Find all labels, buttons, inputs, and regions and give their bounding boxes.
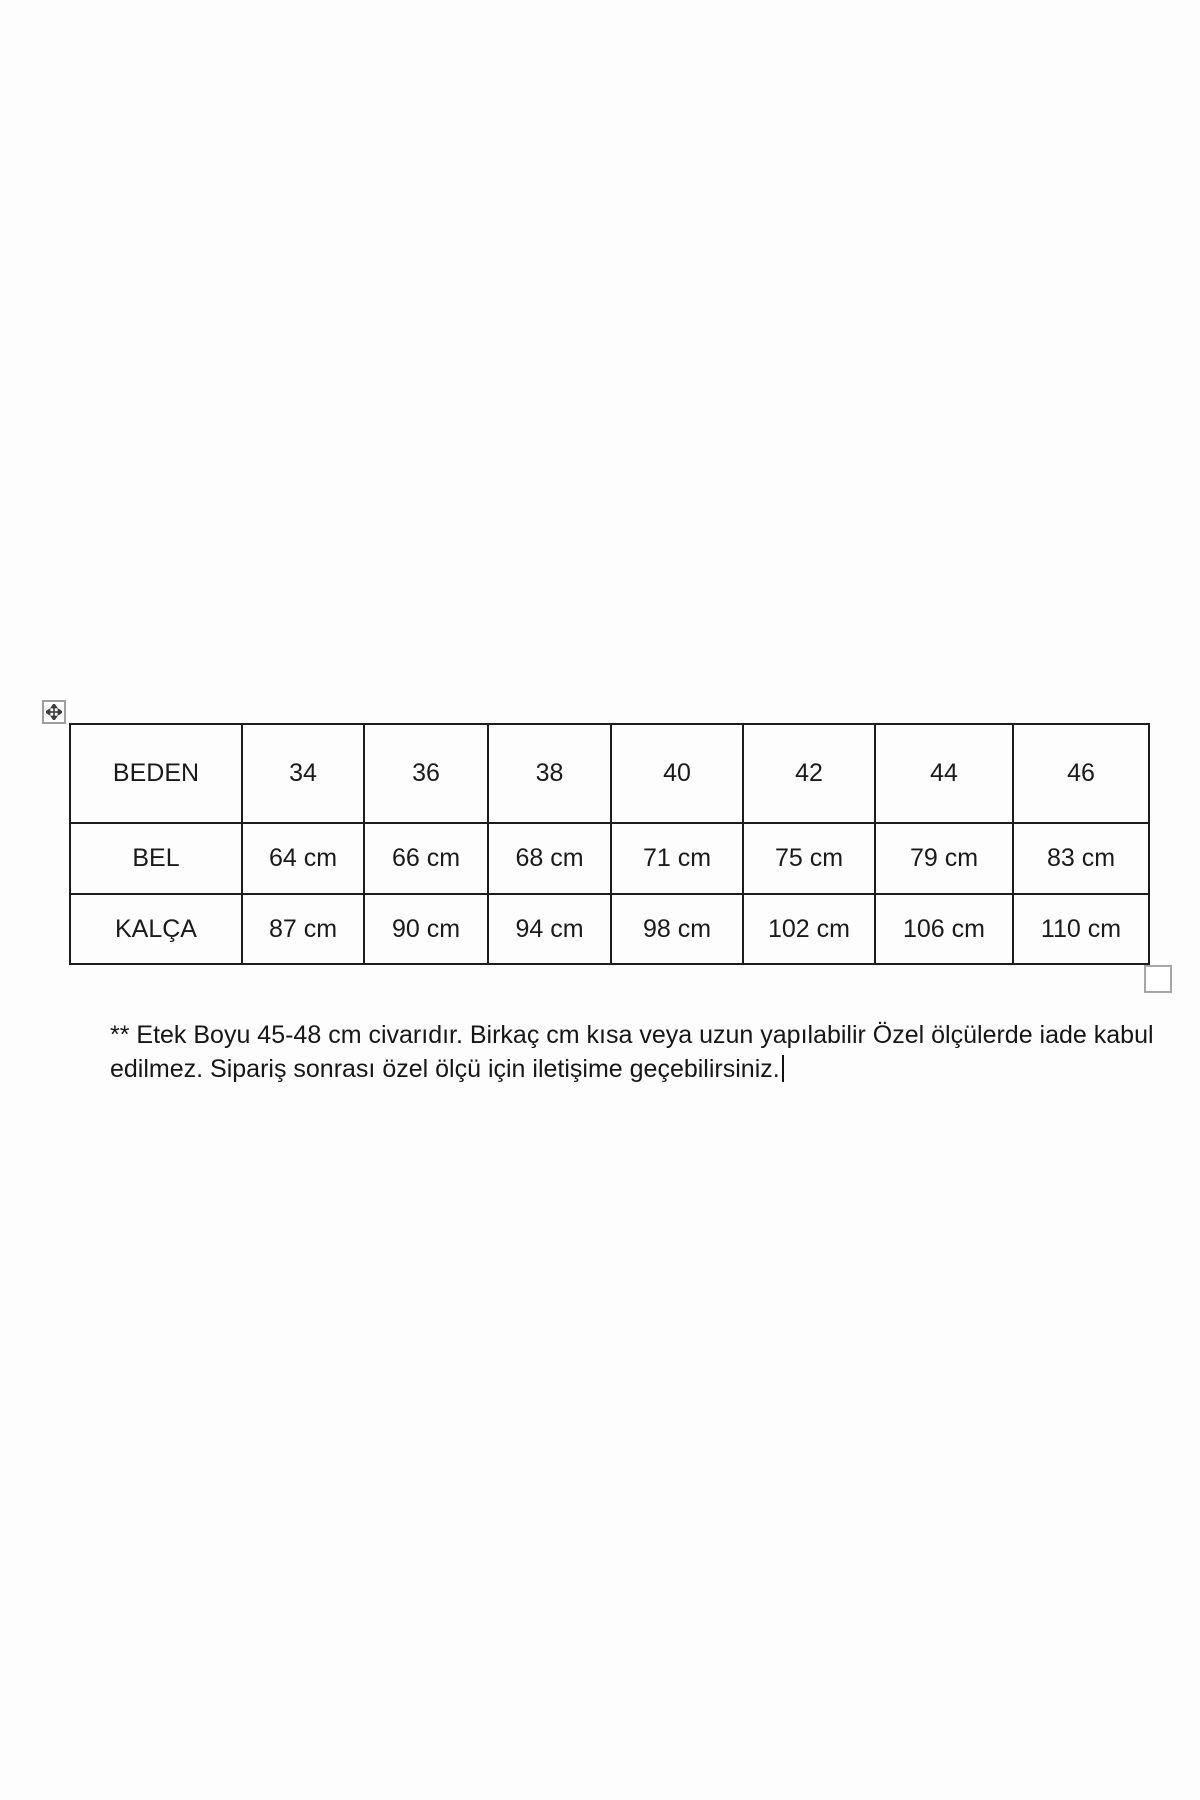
measurement-cell[interactable]: 90 cm (363, 893, 489, 965)
measurement-cell[interactable]: 64 cm (241, 822, 365, 895)
size-cell[interactable]: 36 (363, 723, 489, 824)
measurement-cell[interactable]: 106 cm (874, 893, 1014, 965)
table-move-handle[interactable] (42, 700, 66, 724)
text-cursor (781, 1055, 784, 1082)
size-cell[interactable]: 40 (610, 723, 744, 824)
measurement-cell[interactable]: 75 cm (742, 822, 876, 895)
note-line-2[interactable]: edilmez. Sipariş sonrası özel ölçü için … (110, 1052, 1040, 1086)
table-row-bel: BEL 64 cm 66 cm 68 cm 71 cm 75 cm 79 cm … (69, 822, 1150, 895)
measurement-cell[interactable]: 87 cm (241, 893, 365, 965)
measurement-cell[interactable]: 102 cm (742, 893, 876, 965)
measurement-cell[interactable]: 79 cm (874, 822, 1014, 895)
measurement-cell[interactable]: 98 cm (610, 893, 744, 965)
size-cell[interactable]: 46 (1012, 723, 1150, 824)
measurement-cell[interactable]: 71 cm (610, 822, 744, 895)
row-label-cell[interactable]: KALÇA (69, 893, 243, 965)
table-resize-handle[interactable] (1144, 965, 1172, 993)
measurement-cell[interactable]: 83 cm (1012, 822, 1150, 895)
size-cell[interactable]: 38 (487, 723, 612, 824)
measurement-cell[interactable]: 110 cm (1012, 893, 1150, 965)
table-row-beden: BEDEN 34 36 38 40 42 44 46 (69, 723, 1150, 824)
row-label-cell[interactable]: BEL (69, 822, 243, 895)
size-cell[interactable]: 44 (874, 723, 1014, 824)
size-cell[interactable]: 34 (241, 723, 365, 824)
note-paragraph[interactable]: ** Etek Boyu 45-48 cm civarıdır. Birkaç … (110, 1018, 1154, 1086)
note-line-1[interactable]: ** Etek Boyu 45-48 cm civarıdır. Birkaç … (110, 1021, 1154, 1049)
row-label-cell[interactable]: BEDEN (69, 723, 243, 824)
measurement-cell[interactable]: 66 cm (363, 822, 489, 895)
table-row-kalca: KALÇA 87 cm 90 cm 94 cm 98 cm 102 cm 106… (69, 893, 1150, 965)
size-chart-table: BEDEN 34 36 38 40 42 44 46 BEL 64 cm 66 … (69, 723, 1150, 965)
size-cell[interactable]: 42 (742, 723, 876, 824)
measurement-cell[interactable]: 68 cm (487, 822, 612, 895)
measurement-cell[interactable]: 94 cm (487, 893, 612, 965)
four-way-arrow-icon (46, 704, 62, 720)
